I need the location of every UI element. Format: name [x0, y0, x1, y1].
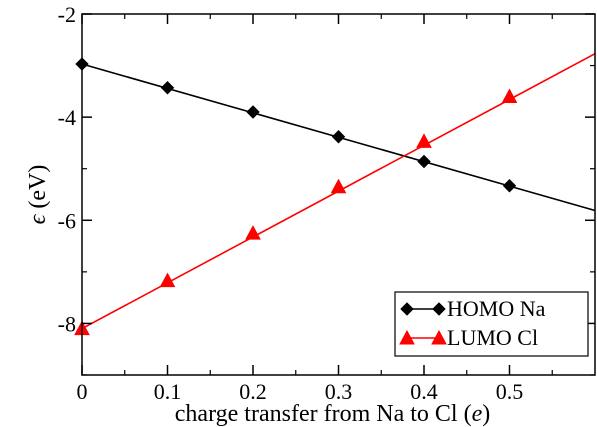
y-tick-label: -6	[58, 208, 76, 233]
legend-swatch-marker	[432, 302, 446, 316]
legend-label: HOMO Na	[447, 296, 546, 321]
data-point-homo-na	[417, 154, 431, 169]
x-tick-label: 0	[77, 379, 88, 404]
y-axis-title-unit: (eV)	[25, 165, 51, 215]
data-point-homo-na	[331, 130, 346, 144]
legend-entries: HOMO Na LUMO Cl	[399, 296, 546, 350]
x-tick-label: 0.2	[239, 379, 267, 404]
data-point-lumo-cl	[245, 225, 261, 240]
legend-swatch-marker	[399, 329, 415, 345]
data-point-lumo-cl	[416, 133, 432, 148]
legend-entry-lumo-cl: LUMO Cl	[399, 325, 538, 350]
plot-frame	[81, 13, 596, 376]
y-tick-label: -2	[58, 2, 76, 27]
x-tick-label: 0.5	[496, 379, 524, 404]
legend-entry-homo-na: HOMO Na	[400, 296, 546, 321]
legend-swatch-marker	[400, 302, 414, 316]
data-point-lumo-cl	[501, 88, 518, 104]
y-tick-label: -8	[58, 311, 76, 336]
x-tick-label: 0.3	[325, 379, 353, 404]
data-point-homo-na	[246, 105, 260, 119]
y-axis-title-symbol: ϵ	[25, 213, 51, 224]
x-axis-title-symbol: e	[472, 401, 483, 427]
data-point-homo-na	[160, 81, 175, 95]
data-point-lumo-cl	[159, 272, 176, 288]
x-tick-label: 0.4	[410, 379, 438, 404]
x-tick-label: 0.1	[154, 379, 182, 404]
data-markers	[74, 57, 518, 336]
x-axis-title-suffix: )	[482, 401, 490, 427]
legend: HOMO Na LUMO Cl	[394, 291, 589, 357]
x-axis-title-prefix: charge transfer from Na to Cl (	[175, 401, 472, 427]
y-axis-title: ϵ (eV)	[25, 165, 51, 225]
legend-box	[394, 291, 589, 357]
legend-swatch-marker	[431, 329, 447, 345]
legend-label: LUMO Cl	[447, 325, 538, 350]
tick-labels: 0 0.1 0.2 0.3 0.4 0.5 -8 -6 -4 -2	[58, 2, 524, 404]
y-tick-label: -4	[58, 105, 76, 130]
x-axis-title: charge transfer from Na to Cl (e)	[175, 401, 490, 427]
data-point-lumo-cl	[330, 178, 347, 194]
data-point-homo-na	[502, 179, 517, 193]
